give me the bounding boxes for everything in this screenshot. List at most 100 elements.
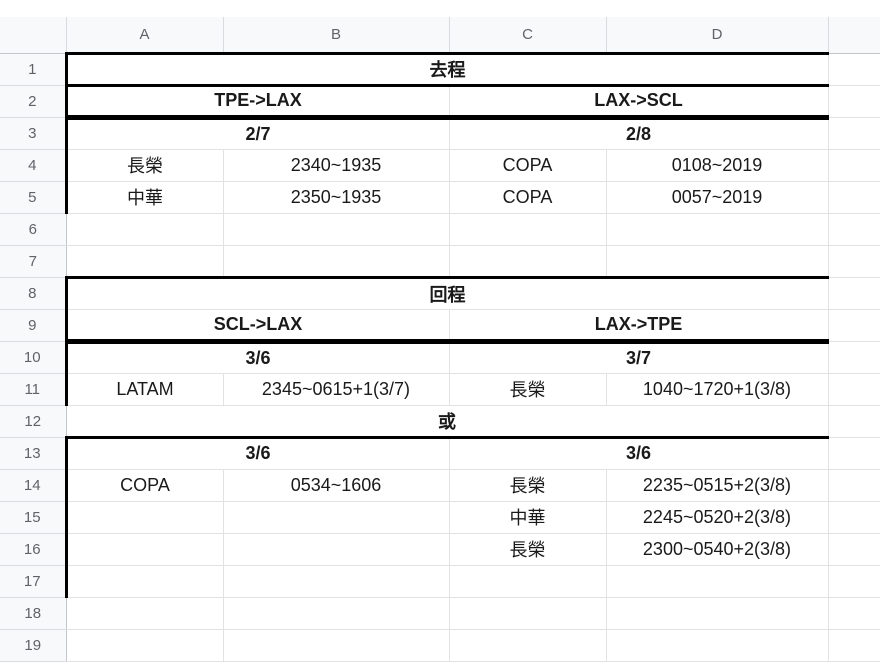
row-header[interactable]: 5 xyxy=(0,181,67,214)
col-header-a[interactable]: A xyxy=(66,17,224,54)
row-header[interactable]: 10 xyxy=(0,341,67,374)
cell-empty[interactable] xyxy=(449,597,607,630)
cell-outbound-title[interactable]: 去程 xyxy=(64,51,829,86)
row-header[interactable]: 14 xyxy=(0,469,67,502)
cell-empty[interactable] xyxy=(449,565,607,598)
cell-airline[interactable]: LATAM xyxy=(64,373,224,406)
cell-empty[interactable] xyxy=(828,501,880,534)
cell-empty[interactable] xyxy=(828,469,880,502)
row-header[interactable]: 17 xyxy=(0,565,67,598)
cell-empty[interactable] xyxy=(449,245,607,278)
cell-empty[interactable] xyxy=(828,309,880,342)
cell-inbound-right-date[interactable]: 3/7 xyxy=(449,338,829,374)
cell-empty[interactable] xyxy=(828,405,880,438)
cell-empty[interactable] xyxy=(606,565,829,598)
cell-empty[interactable] xyxy=(66,629,224,662)
cell-empty[interactable] xyxy=(828,149,880,182)
cell-outbound-right-route[interactable]: LAX->SCL xyxy=(449,83,829,118)
cell-time[interactable]: 2345~0615+1(3/7) xyxy=(223,373,450,406)
cell-empty[interactable] xyxy=(828,245,880,278)
cell-empty[interactable] xyxy=(223,597,450,630)
cell-airline[interactable]: COPA xyxy=(64,469,224,502)
row-header[interactable]: 1 xyxy=(0,53,67,86)
cell-empty[interactable] xyxy=(223,565,450,598)
cell-airline[interactable]: 長榮 xyxy=(64,149,224,182)
cell-empty[interactable] xyxy=(828,213,880,246)
cell-time[interactable]: 2245~0520+2(3/8) xyxy=(606,501,829,534)
cell-empty[interactable] xyxy=(223,533,450,566)
col-header-b[interactable]: B xyxy=(223,17,450,54)
cell-empty[interactable] xyxy=(64,565,224,598)
cell-empty[interactable] xyxy=(828,117,880,150)
cell-airline[interactable]: 長榮 xyxy=(449,373,607,406)
cell-airline[interactable]: COPA xyxy=(449,181,607,214)
cell-time[interactable]: 2350~1935 xyxy=(223,181,450,214)
cell-empty[interactable] xyxy=(606,245,829,278)
cell-empty[interactable] xyxy=(606,213,829,246)
row-header[interactable]: 13 xyxy=(0,437,67,470)
row-header[interactable]: 7 xyxy=(0,245,67,278)
row-header[interactable]: 3 xyxy=(0,117,67,150)
cell-empty[interactable] xyxy=(828,597,880,630)
col-header-c[interactable]: C xyxy=(449,17,607,54)
cell-inbound-title[interactable]: 回程 xyxy=(64,275,829,310)
cell-airline[interactable]: 長榮 xyxy=(449,533,607,566)
row-header[interactable]: 16 xyxy=(0,533,67,566)
cell-empty[interactable] xyxy=(66,245,224,278)
cell-empty[interactable] xyxy=(828,437,880,470)
cell-empty[interactable] xyxy=(828,533,880,566)
cell-empty[interactable] xyxy=(223,501,450,534)
row-header[interactable]: 4 xyxy=(0,149,67,182)
cell-airline[interactable]: 中華 xyxy=(449,501,607,534)
cell-time[interactable]: 0057~2019 xyxy=(606,181,829,214)
cell-empty[interactable] xyxy=(828,565,880,598)
cell-empty[interactable] xyxy=(828,341,880,374)
cell-empty[interactable] xyxy=(828,53,880,86)
cell-empty[interactable] xyxy=(449,629,607,662)
row-header[interactable]: 19 xyxy=(0,629,67,662)
corner-select-all-cell[interactable] xyxy=(0,17,67,54)
col-header-d[interactable]: D xyxy=(606,17,829,54)
row-header[interactable]: 8 xyxy=(0,277,67,310)
cell-empty[interactable] xyxy=(449,213,607,246)
cell-empty[interactable] xyxy=(828,373,880,406)
row-header[interactable]: 9 xyxy=(0,309,67,342)
cell-empty[interactable] xyxy=(223,245,450,278)
cell-airline[interactable]: 中華 xyxy=(64,181,224,214)
cell-time[interactable]: 0108~2019 xyxy=(606,149,829,182)
cell-or-separator[interactable]: 或 xyxy=(66,405,829,438)
cell-inbound-left-date[interactable]: 3/6 xyxy=(64,338,450,374)
cell-outbound-right-date[interactable]: 2/8 xyxy=(449,114,829,150)
cell-empty[interactable] xyxy=(66,597,224,630)
cell-outbound-left-date[interactable]: 2/7 xyxy=(64,114,450,150)
cell-empty[interactable] xyxy=(828,85,880,118)
cell-outbound-left-route[interactable]: TPE->LAX xyxy=(64,83,450,118)
cell-time[interactable]: 2300~0540+2(3/8) xyxy=(606,533,829,566)
cell-inbound-left-route[interactable]: SCL->LAX xyxy=(64,309,450,342)
cell-alt-right-date[interactable]: 3/6 xyxy=(449,435,829,470)
cell-empty[interactable] xyxy=(64,501,224,534)
cell-empty[interactable] xyxy=(606,597,829,630)
cell-empty[interactable] xyxy=(828,181,880,214)
cell-time[interactable]: 0534~1606 xyxy=(223,469,450,502)
row-header[interactable]: 6 xyxy=(0,213,67,246)
cell-alt-left-date[interactable]: 3/6 xyxy=(64,435,450,470)
cell-empty[interactable] xyxy=(66,213,224,246)
cell-time[interactable]: 2235~0515+2(3/8) xyxy=(606,469,829,502)
row-header[interactable]: 12 xyxy=(0,405,67,438)
cell-empty[interactable] xyxy=(606,629,829,662)
cell-time[interactable]: 1040~1720+1(3/8) xyxy=(606,373,829,406)
row-header[interactable]: 11 xyxy=(0,373,67,406)
cell-empty[interactable] xyxy=(828,629,880,662)
cell-empty[interactable] xyxy=(828,277,880,310)
row-header[interactable]: 18 xyxy=(0,597,67,630)
cell-inbound-right-route[interactable]: LAX->TPE xyxy=(449,309,829,342)
col-header-partial[interactable] xyxy=(828,17,880,54)
cell-empty[interactable] xyxy=(223,629,450,662)
row-header[interactable]: 15 xyxy=(0,501,67,534)
cell-time[interactable]: 2340~1935 xyxy=(223,149,450,182)
cell-empty[interactable] xyxy=(64,533,224,566)
cell-empty[interactable] xyxy=(223,213,450,246)
row-header[interactable]: 2 xyxy=(0,85,67,118)
cell-airline[interactable]: COPA xyxy=(449,149,607,182)
